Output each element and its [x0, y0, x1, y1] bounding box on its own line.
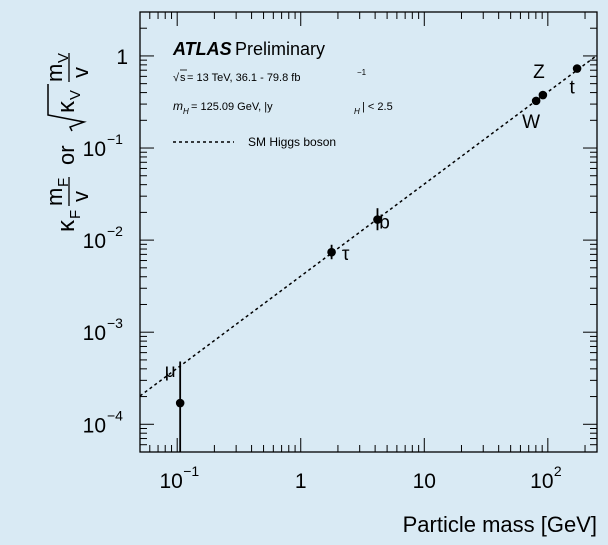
data-point-group: W [522, 96, 541, 133]
particle-label: μ [165, 361, 176, 382]
y-tick-labels: 10 −410 −310 −210 −11 [83, 46, 128, 437]
y-label-m-f: m [42, 188, 67, 206]
legend-sqrt-symbol: √ [173, 72, 180, 84]
legend: ATLAS Preliminary √ s = 13 TeV, 36.1 - 7… [172, 39, 393, 149]
x-tick-base: 10 [530, 470, 553, 493]
x-tick-base: 10 [160, 470, 183, 493]
x-axis-label: Particle mass [GeV] [403, 512, 597, 537]
data-point [327, 247, 336, 257]
data-points: μ τ b W Zt [165, 62, 582, 452]
y-tick-exp: −1 [107, 131, 123, 147]
data-point [175, 398, 185, 408]
y-label-m-v-sub: V [55, 53, 72, 63]
y-tick-label: 10 −4 [83, 407, 124, 437]
y-tick-label: 10 −3 [83, 315, 124, 345]
particle-label: τ [342, 244, 350, 265]
y-tick-base: 10 [83, 322, 106, 345]
x-tick-base: 1 [295, 470, 307, 493]
data-point-group: b [373, 208, 390, 234]
data-point-group: t [569, 64, 582, 99]
y-tick-exp: −2 [107, 223, 123, 239]
x-tick-exp: 2 [554, 463, 562, 479]
x-tick-label: 10 −1 [160, 463, 200, 493]
legend-sm-label: SM Higgs boson [248, 135, 336, 149]
y-label-v-den: v [68, 191, 93, 202]
data-point [531, 96, 541, 106]
legend-energy: = 13 TeV, 36.1 - 79.8 fb [187, 72, 300, 84]
y-label-kappa-f: κ [53, 219, 80, 232]
y-tick-base: 10 [83, 414, 106, 437]
legend-mass-text-end: | < 2.5 [362, 101, 393, 113]
legend-energy-s: s [180, 72, 186, 84]
x-tick-label: 10 2 [530, 463, 562, 493]
x-tick-base: 10 [413, 470, 436, 493]
y-tick-base: 10 [83, 138, 106, 161]
y-tick-label: 10 −1 [83, 131, 124, 161]
particle-label: t [569, 78, 575, 99]
data-point-group: τ [327, 244, 350, 265]
legend-experiment: ATLAS [172, 39, 232, 59]
axis-ticks [139, 11, 597, 453]
y-tick-base: 10 [83, 230, 106, 253]
legend-energy-exp: −1 [357, 68, 367, 77]
y-tick-base: 1 [116, 46, 128, 69]
y-label-or: or [54, 145, 79, 165]
data-point [538, 90, 548, 100]
x-tick-labels: 10 −1 1 10 10 2 [160, 463, 562, 493]
x-tick-label: 1 [295, 470, 307, 493]
y-tick-label: 1 [116, 46, 128, 69]
y-label-kappa-v: κ [53, 100, 80, 113]
data-point-group: μ [165, 361, 185, 452]
y-label-v-den-2: v [68, 67, 93, 78]
legend-status: Preliminary [235, 39, 325, 59]
y-label-m-f-sub: F [55, 178, 72, 187]
particle-label: Z [533, 62, 545, 83]
y-tick-exp: −3 [107, 315, 123, 331]
y-label-kappa-v-sub: V [67, 90, 84, 100]
x-tick-exp: −1 [183, 463, 199, 479]
y-tick-label: 10 −2 [83, 223, 124, 253]
data-point [572, 64, 582, 73]
y-label-m-v: m [42, 64, 67, 82]
legend-mass-sub: H [183, 107, 189, 116]
particle-label: b [379, 213, 390, 234]
legend-mass-text: = 125.09 GeV, |y [191, 101, 273, 113]
data-point-group: Z [533, 62, 548, 100]
y-label-kappa-f-sub: F [67, 210, 84, 219]
particle-label: W [522, 112, 540, 133]
legend-mass-m: m [173, 99, 183, 113]
plot-frame [139, 11, 598, 453]
y-axis-label: κ F m F v or κ V m V v [42, 53, 93, 232]
x-tick-label: 10 [413, 470, 436, 493]
legend-mass-text-sub: H [354, 107, 360, 116]
y-tick-exp: −4 [107, 407, 123, 423]
sm-higgs-line [139, 54, 598, 397]
data-point [373, 215, 382, 224]
y-label-sqrt-sign [47, 84, 87, 132]
